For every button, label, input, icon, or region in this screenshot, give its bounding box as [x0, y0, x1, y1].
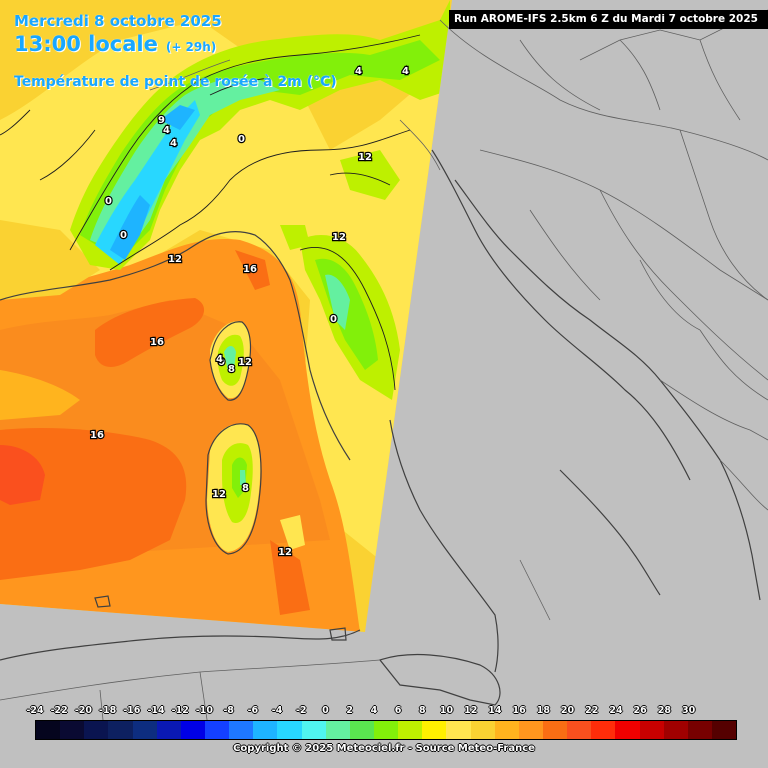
- parameter-title: Température de point de rosée à 2m (°C): [14, 74, 337, 90]
- contour-label: 16: [243, 264, 257, 275]
- coastlines: [0, 149, 761, 706]
- legend-swatch: [567, 721, 592, 739]
- contour-label: 12: [332, 232, 346, 243]
- legend-label: -12: [171, 705, 189, 716]
- contour-label: 16: [150, 337, 164, 348]
- legend-label: 2: [346, 705, 353, 716]
- legend-swatch: [156, 721, 181, 739]
- legend-swatch: [591, 721, 616, 739]
- legend-swatch: [518, 721, 543, 739]
- legend-label: -20: [74, 705, 92, 716]
- contour-label: 12: [212, 489, 226, 500]
- contour-label: 4: [355, 66, 362, 77]
- legend-label: 4: [370, 705, 378, 716]
- legend-swatch: [84, 721, 109, 739]
- legend-swatch: [60, 721, 85, 739]
- legend-label: 16: [512, 705, 526, 716]
- contour-label: 0: [238, 134, 245, 145]
- legend-label: -14: [147, 705, 165, 716]
- contour-labels: 4 4 9 4 4 0 0 12 0 12 16 16 0 0 12 4 8 1…: [89, 65, 410, 559]
- legend-swatch: [373, 721, 399, 739]
- forecast-time: 13:00 locale (+ 29h): [14, 32, 216, 56]
- legend-label: -18: [99, 705, 117, 716]
- legend-swatch: [301, 721, 326, 739]
- legend-swatch: [494, 721, 519, 739]
- legend-swatch: [204, 721, 230, 739]
- legend-label: -4: [271, 705, 283, 716]
- contour-label: 0: [120, 230, 127, 241]
- contour-label: 8: [242, 483, 249, 494]
- legend-swatch: [253, 721, 278, 739]
- legend-swatch: [398, 721, 423, 739]
- legend-swatch: [422, 721, 447, 739]
- legend-label: 8: [418, 705, 426, 716]
- legend-label: 28: [657, 705, 671, 716]
- legend-label: -6: [247, 705, 259, 716]
- legend-label: 6: [394, 705, 402, 716]
- contour-label: 4: [216, 354, 223, 365]
- contour-label: 16: [90, 430, 104, 441]
- legend-label: -16: [123, 705, 141, 716]
- legend-label: 14: [488, 705, 502, 716]
- legend-swatch: [132, 721, 157, 739]
- color-scale-bar: [35, 720, 737, 740]
- legend-label: -2: [295, 705, 307, 716]
- legend-swatch: [639, 721, 664, 739]
- legend-swatch: [36, 721, 61, 739]
- legend-labels: -24 -22 -20 -18 -16 -14 -12 -10 -8 -6 -4 -2 0 2 4 6 8 10 1…: [0, 705, 768, 719]
- legend-label: 12: [464, 705, 478, 716]
- contour-label: 4: [163, 125, 170, 136]
- contour-label: 12: [168, 254, 182, 265]
- legend-swatch: [687, 721, 712, 739]
- copyright: Copyright © 2025 Meteociel.fr - Source M…: [233, 743, 535, 754]
- legend-label: -24: [26, 705, 44, 716]
- legend-label: 24: [609, 705, 623, 716]
- legend-label: 22: [585, 705, 599, 716]
- legend-swatch: [470, 721, 495, 739]
- local-time: 13:00 locale: [14, 32, 158, 56]
- contour-label: 8: [228, 364, 235, 375]
- legend-label: 10: [439, 705, 454, 716]
- contour-label: 9: [158, 115, 165, 126]
- contour-label: 0: [330, 314, 337, 325]
- legend-swatch: [277, 721, 302, 739]
- contour-label: 12: [238, 357, 252, 368]
- contour-label: 0: [218, 357, 225, 368]
- forecast-date: Mercredi 8 octobre 2025: [14, 12, 222, 30]
- legend-swatch: [711, 721, 737, 739]
- contour-label: 4: [402, 66, 409, 77]
- contour-label: 0: [105, 196, 112, 207]
- legend-swatch: [542, 721, 568, 739]
- legend-label: 20: [560, 705, 575, 716]
- contour-label: 12: [278, 547, 292, 558]
- legend-swatch: [446, 721, 471, 739]
- legend-swatch: [180, 721, 205, 739]
- legend-swatch: [349, 721, 374, 739]
- legend-label: -22: [50, 705, 68, 716]
- contour-label: 12: [358, 152, 372, 163]
- legend-label: -8: [223, 705, 234, 716]
- legend-swatch: [663, 721, 688, 739]
- legend-label: 0: [322, 705, 329, 716]
- isolines: [0, 34, 421, 391]
- legend-label: 26: [633, 705, 647, 716]
- legend-label: 18: [536, 705, 550, 716]
- legend-swatch: [325, 721, 350, 739]
- legend-label: 30: [681, 705, 696, 716]
- legend-swatch: [108, 721, 133, 739]
- contour-label: 4: [170, 138, 177, 149]
- legend-swatch: [229, 721, 254, 739]
- legend-label: -10: [195, 705, 214, 716]
- legend-swatch: [615, 721, 640, 739]
- run-info: Run AROME-IFS 2.5km 6 Z du Mardi 7 octob…: [449, 10, 768, 29]
- lead-time: (+ 29h): [165, 40, 217, 54]
